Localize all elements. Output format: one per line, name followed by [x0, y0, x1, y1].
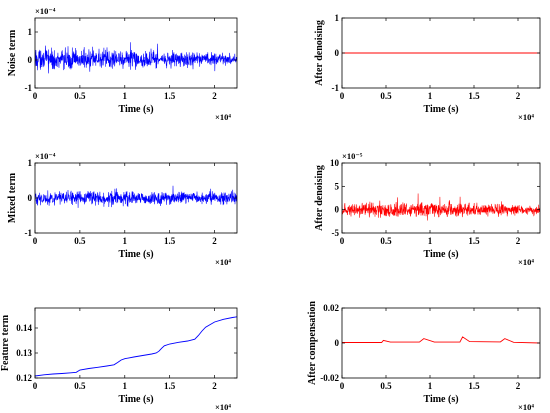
x-axis-label: Time (s)	[118, 394, 153, 405]
y-axis-label: After denoising	[314, 165, 325, 231]
x-multiplier: ×10⁴	[215, 257, 231, 267]
series-line	[35, 185, 237, 208]
x-tick-label: 0.5	[380, 236, 392, 246]
x-tick-label: 1	[123, 91, 128, 101]
x-tick-label: 1	[428, 91, 433, 101]
x-tick-label: 0	[33, 236, 38, 246]
y-tick-label: 1	[335, 13, 340, 23]
series-line	[342, 336, 540, 344]
x-multiplier: ×10⁴	[215, 402, 231, 412]
y-tick-label: 0	[335, 205, 340, 215]
x-axis-label: Time (s)	[423, 104, 458, 115]
x-tick-label: 1.5	[468, 236, 480, 246]
y-tick-label: 0.12	[16, 373, 32, 383]
x-tick-label: 1	[123, 236, 128, 246]
y-axis-label: Noise term	[7, 29, 18, 76]
x-axis-label: Time (s)	[423, 249, 458, 260]
y-tick-label: 1	[28, 158, 33, 168]
x-tick-label: 1.5	[164, 91, 176, 101]
y-tick-label: -5	[332, 228, 340, 238]
y-tick-label: 0.02	[323, 303, 339, 313]
y-tick-label: 1	[28, 27, 33, 37]
x-tick-label: 2	[516, 381, 521, 391]
y-tick-label: -1	[332, 83, 340, 93]
series-line	[35, 316, 237, 377]
axes-frame	[34, 307, 238, 379]
x-multiplier: ×10⁴	[518, 112, 534, 122]
x-tick-label: 2	[212, 381, 217, 391]
x-tick-label: 2	[516, 91, 521, 101]
x-tick-label: 1	[123, 381, 128, 391]
x-tick-label: 0	[340, 381, 345, 391]
y-tick-label: 5	[335, 181, 340, 191]
x-axis-label: Time (s)	[423, 394, 458, 405]
x-axis-label: Time (s)	[118, 249, 153, 260]
y-tick-label: 0	[28, 193, 33, 203]
y-axis-label: After compensation	[307, 301, 318, 385]
x-axis-label: Time (s)	[118, 104, 153, 115]
axes-frame	[34, 17, 238, 89]
x-tick-label: 2	[212, 91, 217, 101]
y-tick-label: 0.13	[16, 348, 32, 358]
y-tick-label: 0	[335, 338, 340, 348]
x-tick-label: 1	[428, 236, 433, 246]
x-tick-label: 0.5	[74, 91, 86, 101]
x-tick-label: 0.5	[74, 381, 86, 391]
y-tick-label: 0.14	[16, 323, 32, 333]
axes-frame	[341, 162, 541, 234]
x-tick-label: 1.5	[164, 381, 176, 391]
y-axis-label: Feature term	[0, 314, 11, 371]
series-line	[35, 42, 237, 74]
x-tick-label: 1.5	[468, 91, 480, 101]
y-tick-label: 0	[28, 55, 33, 65]
y-tick-label: 10	[330, 158, 340, 168]
y-multiplier: ×10⁻⁵	[342, 151, 363, 161]
x-tick-label: 2	[212, 236, 217, 246]
x-tick-label: 0	[33, 381, 38, 391]
x-tick-label: 0	[340, 236, 345, 246]
x-tick-label: 0	[33, 91, 38, 101]
axes-frame	[341, 307, 541, 379]
x-tick-label: 0.5	[74, 236, 86, 246]
x-tick-label: 0.5	[380, 381, 392, 391]
x-multiplier: ×10⁴	[518, 402, 534, 412]
y-tick-label: -1	[25, 83, 33, 93]
x-multiplier: ×10⁴	[215, 112, 231, 122]
series-line	[342, 193, 540, 221]
y-tick-label: 0	[335, 48, 340, 58]
y-multiplier: ×10⁻⁴	[35, 151, 56, 161]
chart-5: 0 0.5 1 1.5 2 0.12 0.13 0.14 Time (s) Feature ter…	[0, 307, 238, 412]
y-axis-label: Mixed term	[7, 172, 18, 223]
y-tick-label: -1	[25, 228, 33, 238]
x-tick-label: 1	[428, 381, 433, 391]
x-multiplier: ×10⁴	[518, 257, 534, 267]
y-tick-label: -0.02	[320, 373, 339, 383]
y-axis-label: After denoising	[314, 20, 325, 86]
y-multiplier: ×10⁻⁴	[35, 6, 56, 16]
x-tick-label: 1.5	[468, 381, 480, 391]
x-tick-label: 0	[340, 91, 345, 101]
x-tick-label: 2	[516, 236, 521, 246]
x-tick-label: 0.5	[380, 91, 392, 101]
x-tick-label: 1.5	[164, 236, 176, 246]
